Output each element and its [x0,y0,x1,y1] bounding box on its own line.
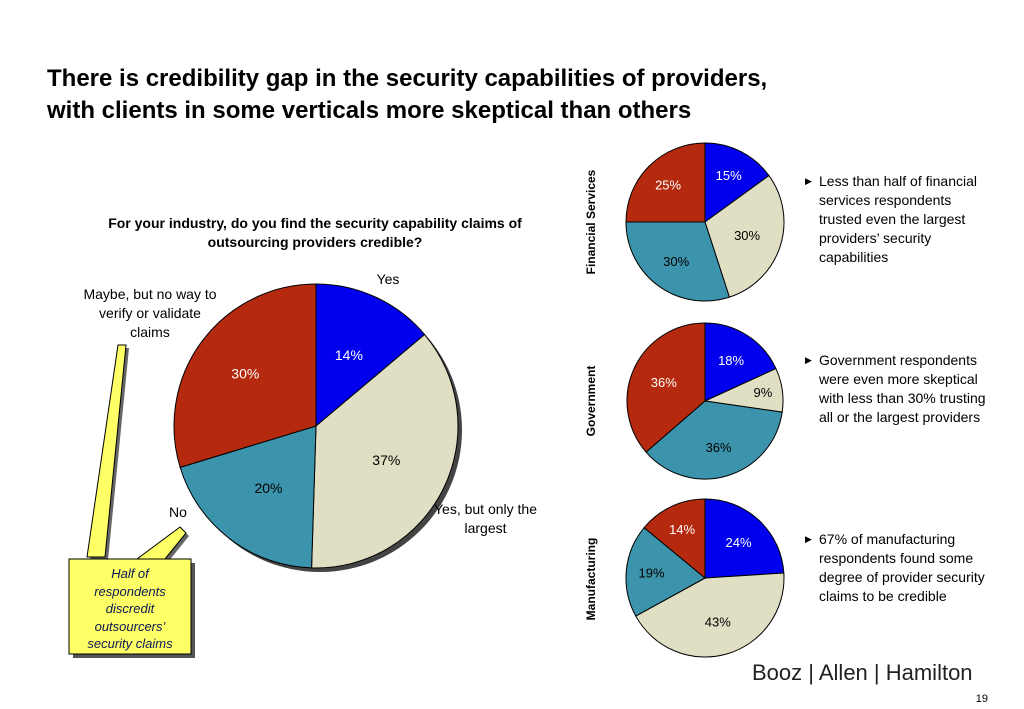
page-number: 19 [975,693,988,705]
survey-question: For your industry, do you find the secur… [108,215,522,250]
bullet-text: Government respondents were even more sk… [819,352,986,425]
label-government: Government [584,365,598,437]
pie-value-label: 43% [705,615,731,630]
label-financial-services: Financial Services [584,169,598,275]
label-manufacturing: Manufacturing [584,537,598,621]
pie-value-label: 37% [372,452,400,468]
pie-value-label: 14% [335,347,363,363]
pie-chart-financial-services: 15% 30% 30% 25% [625,142,785,302]
pie-slice-yes-largest [704,174,785,298]
pie-slice-yes [704,322,777,402]
company-logo: Booz | Allen | Hamilton [752,660,973,685]
bullet-manufacturing: ▶ 67% of manufacturing respondents found… [805,530,995,606]
pie-slice-maybe [625,142,706,223]
pie-slice-no [179,425,317,569]
pie-value-label: 15% [716,168,742,183]
bullet-government: ▶ Government respondents were even more … [805,351,995,427]
pie-value-label: 36% [651,375,677,390]
pie-value-label: 18% [718,353,744,368]
label-no: No [169,504,187,520]
pie-value-label: 30% [231,366,259,382]
pie-value-label: 30% [663,254,689,269]
pie-slice-maybe [173,283,317,468]
pie-chart-for-your-industry-do-you-find-the-security-capability-claims-of-outsourcing-providers-credible-: 14% 37% 20% 30% [173,283,462,572]
pie-value-label: 19% [638,566,664,581]
pie-slice-yes [704,142,770,223]
bullet-arrow-icon: ▶ [805,176,812,186]
pie-value-label: 14% [669,522,695,537]
bullet-financial: ▶ Less than half of financial services r… [805,172,995,267]
pie-value-label: 36% [706,440,732,455]
pie-slice-no [625,526,706,617]
pie-value-label: 30% [734,228,760,243]
callout-text: Half of respondents discredit outsourcer… [87,566,173,651]
bullet-arrow-icon: ▶ [805,355,812,365]
callout-shape [68,344,195,658]
title-line-1: There is credibility gap in the security… [47,65,768,92]
bullet-text: 67% of manufacturing respondents found s… [819,531,985,604]
pie-slice-yes-largest [311,333,459,569]
pie-slice-yes [704,498,785,579]
label-yes-largest: Yes, but only the largest [433,501,537,536]
pie-chart-government: 18% 9% 36% 36% [626,322,784,480]
pie-slice-maybe [643,498,706,580]
pie-slice-yes-largest [635,572,785,658]
title-line-2: with clients in some verticals more skep… [47,97,692,124]
pie-slice-no [625,221,731,302]
page-title: There is credibility gap in the security… [47,63,987,127]
pie-slice-yes [315,283,426,428]
bullet-text: Less than half of financial services res… [819,173,977,265]
pie-value-label: 25% [655,178,681,193]
pie-value-label: 20% [254,480,282,496]
label-yes: Yes [376,271,400,287]
callout-box [68,558,192,655]
pie-value-label: 24% [725,535,751,550]
bullet-arrow-icon: ▶ [805,534,812,544]
pie-value-label: 9% [754,385,773,400]
pie-slice-maybe [626,322,706,453]
label-maybe: Maybe, but no way to verify or validate … [83,286,217,340]
pie-slice-no [645,400,783,480]
pie-chart-manufacturing: 24% 43% 19% 14% [625,498,785,658]
callout-pointer-left [86,344,127,558]
